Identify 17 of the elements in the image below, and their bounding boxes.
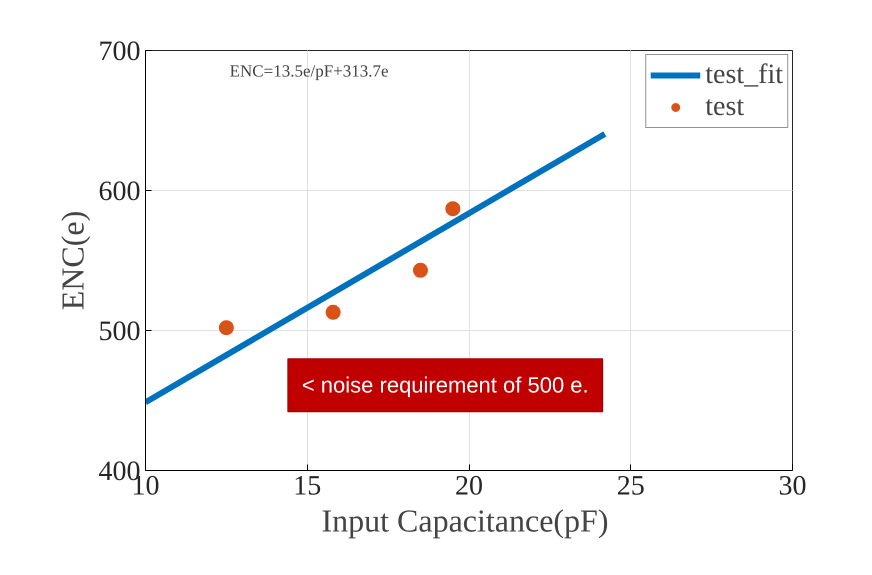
- x-tick-label: 15: [293, 470, 322, 502]
- annotation: < noise requirement of 500 e.: [302, 372, 589, 398]
- y-axis-title: ENC(e): [54, 210, 90, 310]
- point: [218, 320, 234, 336]
- y-tick-label: 600: [98, 176, 140, 207]
- point: [412, 262, 428, 278]
- x-axis-title: Input Capacitance(pF): [322, 502, 608, 538]
- annotation: ENC=13.5e/pF+313.7e: [230, 62, 389, 81]
- x-tick-label: 30: [778, 470, 806, 502]
- y-tick-label: 500: [98, 316, 140, 347]
- y-tick-label: 700: [98, 36, 140, 67]
- x-tick-label: 20: [455, 470, 483, 502]
- point: [326, 304, 341, 320]
- legend-label: test_fit: [705, 59, 783, 91]
- x-tick-label: 25: [616, 470, 645, 502]
- point: [445, 201, 460, 216]
- legend-label: test: [705, 91, 744, 123]
